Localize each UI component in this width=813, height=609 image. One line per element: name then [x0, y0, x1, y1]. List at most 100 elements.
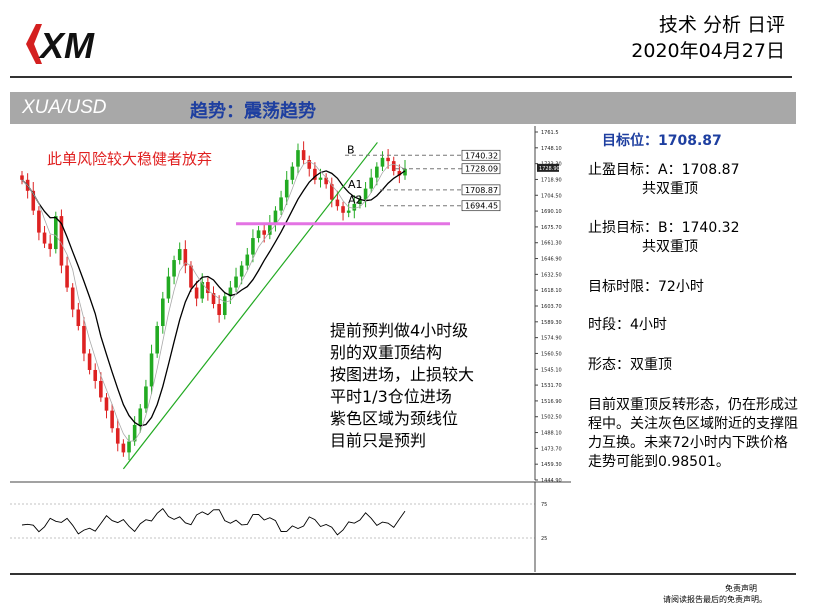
- candle-body: [121, 443, 126, 453]
- candle-body: [239, 265, 244, 277]
- y-tick-label: 1761.5: [541, 130, 559, 136]
- candle-body: [358, 199, 362, 204]
- candle-body: [290, 166, 295, 180]
- candle-body: [37, 210, 41, 233]
- candle-body: [329, 184, 334, 200]
- y-tick-label: 1661.30: [541, 241, 562, 247]
- price-chart: 1740.32 B 1728.09 1708.87 A1 1694.45 A2 1761.5…: [10, 126, 571, 572]
- candle-body: [53, 216, 58, 250]
- candle-body: [279, 197, 283, 211]
- candle-body: [335, 199, 340, 207]
- candle-body: [391, 161, 396, 172]
- candle-body: [273, 210, 278, 224]
- disclaimer: 免责声明 请阅读报告最后的免责声明。: [663, 583, 767, 605]
- candle-body: [284, 179, 289, 198]
- trend-label: 趋势：震荡趋势: [190, 101, 316, 122]
- y-tick-label: 1531.70: [541, 383, 562, 389]
- level-box: [461, 200, 501, 212]
- target-price: 目标位：1708.87: [602, 133, 722, 149]
- osc-tick-label: 25: [541, 536, 547, 542]
- footer-divider: [10, 573, 796, 575]
- plan-note-line: 紫色区域为颈线位: [330, 409, 458, 428]
- candle-body: [262, 230, 266, 235]
- candle-body: [324, 177, 328, 185]
- y-tick-label: 1560.50: [541, 351, 562, 357]
- level-label: B: [347, 143, 355, 156]
- y-tick-label: 1748.10: [541, 146, 562, 152]
- y-tick-label: 1632.50: [541, 272, 562, 278]
- level-value: 1694.45: [465, 202, 498, 211]
- y-tick-label: 1516.90: [541, 399, 562, 405]
- y-tick-label: 1473.70: [541, 446, 562, 452]
- candle-body: [234, 276, 238, 288]
- chart-svg: 1740.32 B 1728.09 1708.87 A1 1694.45 A2 1761.5…: [10, 126, 571, 572]
- stop-loss-note: 共双重顶: [642, 239, 698, 255]
- take-profit-note: 共双重顶: [642, 181, 698, 197]
- trendline: [122, 142, 378, 470]
- candle-body: [172, 260, 176, 277]
- timeframe: 时段：4小时: [588, 317, 667, 333]
- candle-body: [403, 168, 407, 176]
- candle-body: [144, 386, 148, 409]
- y-tick-label: 1488.10: [541, 431, 562, 437]
- candle-body: [177, 249, 182, 261]
- level-value: 1708.87: [465, 186, 498, 195]
- candle-body: [42, 232, 47, 244]
- time-limit: 目标时限：72小时: [588, 279, 704, 295]
- candle-body: [228, 287, 233, 297]
- report-date: 2020年04月27日: [631, 40, 785, 62]
- candle-body: [296, 150, 300, 167]
- candle-body: [397, 171, 402, 176]
- last-price-label: 1728.90: [539, 166, 560, 172]
- plan-note-line: 别的双重顶结构: [330, 343, 442, 362]
- level-box: [461, 184, 501, 196]
- level-box: [461, 149, 501, 161]
- xm-logo: XM: [26, 24, 95, 66]
- ma-line-slow: [21, 170, 406, 427]
- level-label: A1: [348, 178, 363, 191]
- y-tick-label: 1646.90: [541, 257, 562, 263]
- level-label: A2: [348, 194, 363, 207]
- y-tick-label: 1704.50: [541, 193, 562, 199]
- stop-loss: 止损目标：B：1740.32 共双重顶: [588, 219, 740, 257]
- risk-warning: 此单风险较大稳健者放弃: [47, 150, 212, 168]
- y-tick-label: 1574.90: [541, 336, 562, 342]
- candle-body: [99, 380, 103, 398]
- y-tick-label: 1459.30: [541, 462, 562, 468]
- candle-body: [183, 249, 188, 266]
- candle-body: [110, 410, 114, 429]
- plan-note-line: 平时1/3仓位进场: [330, 387, 452, 406]
- pattern: 形态：双重顶: [588, 357, 672, 373]
- symbol-label: XUA/USD: [22, 97, 107, 118]
- candle-body: [59, 216, 64, 266]
- candle-body: [76, 309, 81, 327]
- last-price-box: [537, 163, 559, 172]
- candle-body: [313, 168, 317, 180]
- candle-body: [65, 265, 69, 288]
- osc-tick-label: 75: [541, 502, 547, 508]
- oscillator-line: [21, 507, 406, 536]
- disclaimer-text: 请阅读报告最后的免责声明。: [663, 595, 767, 604]
- logo-text: XM: [38, 25, 95, 66]
- report-title: 技术 分析 日评: [658, 14, 785, 36]
- candle-body: [87, 353, 92, 370]
- candle-body: [127, 441, 131, 453]
- candle-body: [341, 206, 345, 213]
- take-profit-label: 止盈目标：A：1708.87: [588, 162, 740, 178]
- candle-body: [138, 408, 143, 425]
- candle-body: [211, 293, 216, 305]
- candle-body: [48, 243, 52, 250]
- analysis-panel: 目标位：1708.87 止盈目标：A：1708.87 共双重顶 止损目标：B：1…: [588, 126, 803, 572]
- candle-body: [104, 397, 109, 411]
- candle-body: [155, 326, 159, 354]
- candle-body: [268, 223, 272, 235]
- candle-body: [200, 282, 205, 299]
- candle-body: [149, 353, 154, 387]
- candle-body: [82, 326, 86, 354]
- candle-body: [251, 238, 255, 255]
- candle-body: [380, 157, 385, 167]
- candle-body: [217, 304, 221, 316]
- plan-note-line: 按图进场，止损较大: [330, 365, 474, 384]
- candle-body: [318, 177, 323, 180]
- candle-body: [256, 230, 261, 239]
